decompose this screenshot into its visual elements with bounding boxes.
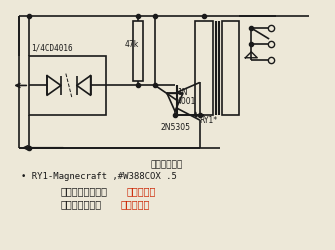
Text: 和重新标记过的: 和重新标记过的: [61, 199, 102, 209]
Bar: [29, 56, 106, 115]
Bar: [195, 21, 213, 115]
Text: 1N: 1N: [177, 88, 187, 97]
Text: 充水过程控制用这: 充水过程控制用这: [61, 186, 108, 196]
Bar: [133, 21, 143, 80]
Text: 个输出电路: 个输出电路: [126, 186, 156, 196]
Text: • RY1-Magnecraft ,#W388COX .5: • RY1-Magnecraft ,#W388COX .5: [21, 172, 177, 182]
Text: 4001: 4001: [177, 97, 196, 106]
Text: 2N5305: 2N5305: [160, 123, 190, 132]
Bar: [221, 21, 240, 115]
Text: 1/4CD4016: 1/4CD4016: [31, 44, 73, 53]
Text: 47k: 47k: [124, 40, 139, 49]
Text: RY1*: RY1*: [200, 116, 218, 125]
Text: 探针来完成: 探针来完成: [120, 199, 150, 209]
Text: 磁力工艺部分: 磁力工艺部分: [151, 160, 183, 170]
